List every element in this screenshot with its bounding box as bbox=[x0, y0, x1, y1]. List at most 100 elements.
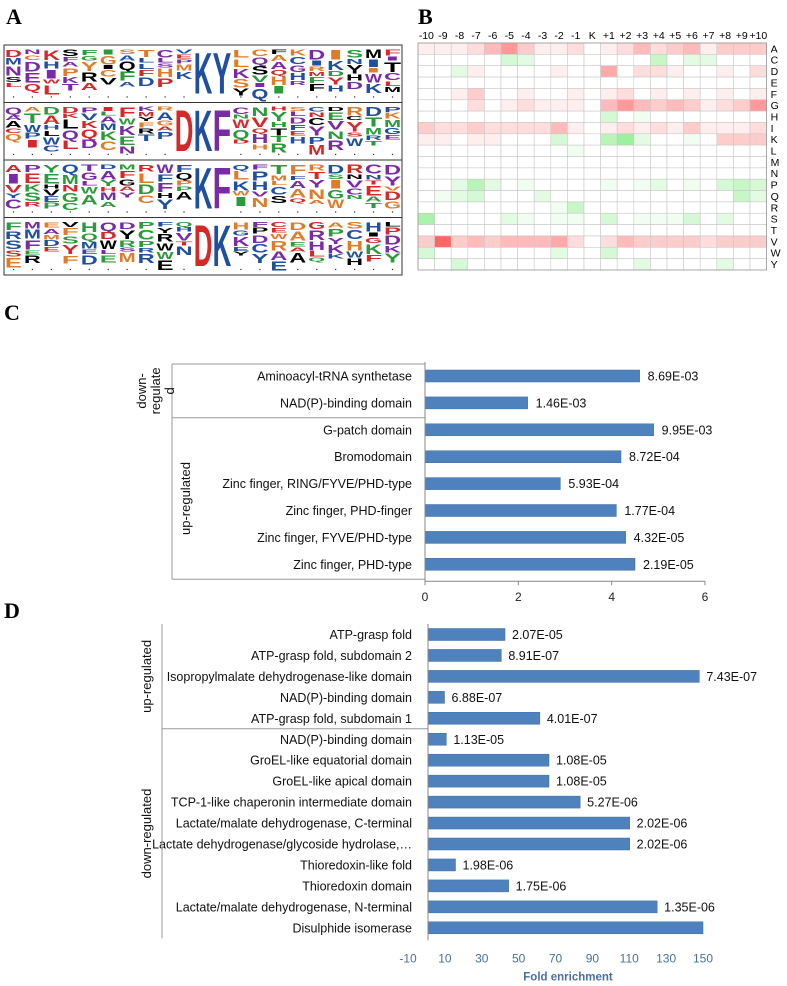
logo-stack-letter: A bbox=[5, 163, 23, 175]
logo-stack-letter: H bbox=[251, 179, 268, 193]
logo-stack-letter: N bbox=[327, 130, 344, 142]
logo-stack-letter: M bbox=[119, 163, 136, 172]
heatmap-cell bbox=[434, 54, 452, 66]
logo-stack-letter: I bbox=[365, 68, 384, 75]
heatmap-cell bbox=[417, 178, 435, 191]
logo-stack-letter: Y bbox=[157, 197, 174, 212]
logo-stack-letter: P bbox=[43, 202, 60, 211]
logo-stack-letter: R bbox=[365, 136, 384, 142]
heatmap-cell bbox=[716, 122, 734, 135]
heatmap-column-label: -4 bbox=[521, 30, 530, 42]
heatmap-cell bbox=[650, 122, 668, 135]
heatmap-cell bbox=[699, 76, 718, 89]
bar-category-label: GroEL-like equatorial domain bbox=[250, 754, 412, 768]
heatmap-cell bbox=[716, 76, 734, 89]
heatmap-cell bbox=[749, 235, 767, 248]
heatmap-cell bbox=[699, 156, 718, 169]
heatmap-cell bbox=[450, 144, 469, 157]
bar-data-label: 5.27E-06 bbox=[587, 796, 638, 810]
heatmap-cell bbox=[616, 54, 635, 66]
logo-stack-letter: A bbox=[119, 186, 137, 193]
logo-stack-letter: D bbox=[327, 107, 344, 113]
heatmap-cell bbox=[417, 190, 435, 203]
heatmap-cell bbox=[666, 247, 684, 259]
heatmap-cell bbox=[633, 212, 651, 225]
x-tick-label: 0 bbox=[422, 590, 429, 604]
logo-stack-letter: S bbox=[62, 235, 79, 247]
bar-data-label: 2.02E-06 bbox=[637, 838, 688, 852]
logo-stack-letter: Y bbox=[100, 179, 120, 188]
heatmap-cell bbox=[550, 99, 568, 112]
logo-stack-letter: W bbox=[157, 251, 175, 262]
logo-stack-letter: H bbox=[251, 143, 268, 152]
heatmap-cell bbox=[434, 133, 452, 146]
heatmap-cell bbox=[666, 133, 684, 146]
logo-stack-letter: C bbox=[251, 48, 269, 58]
logo-stack-letter: V bbox=[251, 74, 270, 84]
heatmap-cell bbox=[600, 99, 618, 112]
bar-data-label: 2.02E-06 bbox=[637, 817, 688, 831]
logo-stack-letter: A bbox=[81, 193, 98, 208]
heatmap-cell bbox=[716, 247, 734, 259]
logo-stack-letter: F bbox=[157, 180, 174, 195]
heatmap-cell bbox=[616, 201, 635, 214]
heatmap-cell bbox=[533, 178, 552, 191]
heatmap-cell bbox=[484, 247, 502, 259]
logo-position-tick: ▪ bbox=[316, 267, 318, 273]
logo-position-tick: ▪ bbox=[126, 210, 128, 216]
logo-stack-letter: G bbox=[232, 230, 249, 237]
heatmap-cell bbox=[616, 133, 635, 146]
heatmap-cell bbox=[683, 42, 701, 55]
heatmap-cell bbox=[733, 167, 751, 180]
heatmap-cell bbox=[600, 190, 618, 203]
logo-stack-letter: F bbox=[308, 83, 325, 94]
logo-stack-letter: H bbox=[327, 84, 344, 94]
logo-stack-letter: K bbox=[176, 71, 195, 82]
logo-stack-letter: Q bbox=[24, 83, 41, 94]
heatmap-cell bbox=[733, 247, 751, 259]
group-label: down-regulated bbox=[139, 789, 154, 879]
heatmap-cell bbox=[450, 133, 469, 146]
logo-stack-letter: N bbox=[308, 113, 325, 119]
logo-stack-letter: W bbox=[346, 250, 365, 260]
logo-stack-letter: H bbox=[157, 193, 174, 200]
logo-stack-letter: V bbox=[327, 120, 345, 133]
heatmap-cell bbox=[699, 167, 718, 180]
logo-stack-letter: D bbox=[100, 231, 117, 242]
logo-stack-letter: Q bbox=[251, 128, 268, 135]
heatmap-cell bbox=[716, 190, 734, 203]
logo-position-tick: ▪ bbox=[335, 152, 337, 158]
heatmap-cell bbox=[467, 212, 485, 225]
x-axis-title: Fold enrichment bbox=[523, 971, 613, 983]
logo-stack-letter: R bbox=[119, 239, 136, 250]
x-tick-label: 2 bbox=[515, 590, 522, 604]
logo-stack-letter: W bbox=[81, 185, 98, 196]
heatmap-cell bbox=[749, 212, 767, 225]
heatmap-row-label: D bbox=[771, 66, 779, 78]
heatmap-cell bbox=[683, 224, 701, 237]
logo-position-tick: ▪ bbox=[373, 95, 375, 101]
logo-stack-letter: Q bbox=[232, 127, 249, 142]
x-tick-label: 130 bbox=[656, 951, 676, 965]
logo-stack-letter: A bbox=[289, 180, 306, 191]
logo-stack-letter: I bbox=[100, 65, 123, 71]
heatmap-cell bbox=[484, 88, 502, 101]
logo-stack-letter: D bbox=[119, 221, 136, 232]
heatmap-cell bbox=[417, 144, 435, 157]
heatmap-cell bbox=[517, 65, 535, 78]
heatmap-cell bbox=[467, 54, 485, 66]
logo-stack-letter: S bbox=[5, 238, 22, 252]
logo-stack-letter: Q bbox=[100, 220, 117, 234]
heatmap-cell bbox=[567, 76, 585, 89]
logo-stack-letter: Y bbox=[232, 88, 250, 99]
heatmap-cell bbox=[567, 110, 585, 123]
heatmap-cell bbox=[417, 110, 435, 123]
x-tick-label: 10 bbox=[438, 951, 452, 965]
logo-position-tick: ▪ bbox=[354, 95, 356, 101]
heatmap-cell bbox=[583, 258, 601, 271]
heatmap-cell bbox=[733, 212, 751, 225]
logo-stack-letter: L bbox=[5, 83, 24, 89]
heatmap-cell bbox=[434, 122, 452, 135]
logo-stack-letter: S bbox=[232, 78, 250, 90]
logo-stack-letter: V bbox=[62, 222, 81, 229]
